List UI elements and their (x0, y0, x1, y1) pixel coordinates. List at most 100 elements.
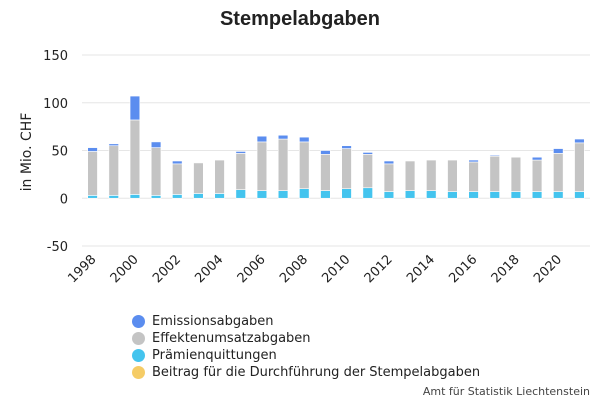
bar-effektenumsatzabgaben-2004 (214, 159, 225, 194)
bar-emissionsabgaben-2012 (383, 160, 395, 165)
bar-pr-mienquittungen-2006 (256, 190, 268, 199)
bar-emissionsabgaben-1999 (108, 143, 119, 147)
legend: Emissionsabgaben Effektenumsatzabgaben Prä… (132, 313, 480, 381)
legend-item[interactable]: Effektenumsatzabgaben (132, 330, 480, 347)
bar-effektenumsatzabgaben-1998 (87, 151, 98, 196)
source-credit: Amt für Statistik Liechtenstein (422, 385, 590, 398)
bar-effektenumsatzabgaben-1999 (108, 145, 119, 196)
x-tick-label: 2016 (446, 252, 480, 286)
x-tick-label: 2008 (277, 252, 311, 286)
bar-pr-mienquittungen-2002 (172, 194, 183, 199)
y-axis-ticks: -50 0 50 100 150 (43, 49, 68, 255)
bar-effektenumsatzabgaben-2019 (531, 159, 543, 192)
bar-effektenumsatzabgaben-2013 (404, 160, 416, 191)
legend-item[interactable]: Emissionsabgaben (132, 313, 480, 330)
bar-emissionsabgaben-2016 (468, 159, 479, 163)
bar-effektenumsatzabgaben-2021 (574, 142, 585, 192)
bar-emissionsabgaben-1998 (87, 147, 98, 152)
x-tick-label: 2020 (531, 252, 565, 286)
y-tick-label: -50 (47, 240, 68, 255)
legend-swatch-icon (132, 349, 145, 362)
bar-effektenumsatzabgaben-2010 (341, 148, 352, 189)
y-tick-label: 50 (51, 145, 68, 160)
bar-effektenumsatzabgaben-2016 (468, 161, 479, 192)
legend-item[interactable]: Prämienquittungen (132, 347, 480, 364)
bar-emissionsabgaben-2006 (256, 135, 268, 143)
bar-pr-mienquittungen-2011 (362, 187, 373, 199)
x-tick-label: 2004 (192, 252, 226, 286)
bar-pr-mienquittungen-2013 (404, 190, 416, 199)
x-axis-ticks: 1998 2000 2002 2004 2006 2008 2010 2012 2014 2016… (65, 252, 565, 286)
bar-effektenumsatzabgaben-2005 (235, 153, 246, 190)
bar-effektenumsatzabgaben-2020 (553, 153, 564, 192)
bar-effektenumsatzabgaben-2018 (510, 156, 522, 192)
legend-label: Prämienquittungen (152, 348, 277, 363)
bar-effektenumsatzabgaben-2002 (172, 163, 183, 195)
x-tick-label: 2000 (108, 252, 142, 286)
bar-pr-mienquittungen-2018 (510, 191, 522, 199)
bar-effektenumsatzabgaben-2015 (447, 159, 458, 192)
bar-effektenumsatzabgaben-2017 (489, 155, 500, 192)
bar-effektenumsatzabgaben-2012 (383, 163, 395, 192)
bar-effektenumsatzabgaben-2008 (299, 141, 310, 189)
bar-pr-mienquittungen-1999 (108, 195, 119, 199)
bar-pr-mienquittungen-1998 (87, 195, 98, 199)
legend-item[interactable]: Beitrag für die Durchführung der Stempel… (132, 364, 480, 381)
y-tick-label: 0 (60, 192, 68, 207)
bar-pr-mienquittungen-2008 (299, 188, 310, 199)
bar-effektenumsatzabgaben-2000 (129, 119, 141, 195)
chart-title: Stempelabgaben (219, 8, 381, 30)
x-tick-label: 1998 (65, 252, 99, 286)
bar-effektenumsatzabgaben-2006 (256, 141, 268, 191)
bar-pr-mienquittungen-2000 (129, 194, 141, 199)
bar-emissionsabgaben-2000 (129, 95, 141, 121)
legend-label: Emissionsabgaben (152, 314, 274, 329)
bar-pr-mienquittungen-2001 (150, 195, 162, 199)
y-tick-label: 150 (43, 49, 68, 64)
bar-effektenumsatzabgaben-2003 (193, 162, 204, 194)
bar-emissionsabgaben-2009 (320, 150, 331, 155)
bar-pr-mienquittungen-2009 (320, 190, 331, 199)
bar-effektenumsatzabgaben-2001 (150, 147, 162, 196)
bar-pr-mienquittungen-2014 (426, 190, 437, 199)
bar-pr-mienquittungen-2017 (489, 191, 500, 199)
legend-label: Effektenumsatzabgaben (152, 331, 311, 346)
bar-effektenumsatzabgaben-2009 (320, 154, 331, 191)
bar-pr-mienquittungen-2021 (574, 191, 585, 199)
bar-emissionsabgaben-2021 (574, 138, 585, 144)
bar-emissionsabgaben-2008 (299, 136, 310, 143)
bar-emissionsabgaben-2017 (489, 154, 500, 157)
bar-effektenumsatzabgaben-2011 (362, 154, 373, 189)
grid-layer (82, 54, 590, 247)
x-tick-label: 2010 (319, 252, 353, 286)
x-tick-label: 2006 (235, 252, 269, 286)
bar-emissionsabgaben-2005 (235, 151, 246, 154)
y-tick-label: 100 (43, 97, 68, 112)
bar-pr-mienquittungen-2020 (553, 191, 564, 199)
bar-emissionsabgaben-2001 (150, 141, 162, 148)
x-tick-label: 2014 (404, 252, 438, 286)
x-tick-label: 2012 (362, 252, 396, 286)
bar-pr-mienquittungen-2012 (383, 191, 395, 199)
bar-emissionsabgaben-2007 (277, 134, 289, 140)
bar-emissionsabgaben-2020 (553, 148, 564, 154)
x-tick-label: 2002 (150, 252, 184, 286)
legend-swatch-icon (132, 366, 145, 379)
legend-swatch-icon (132, 332, 145, 345)
bar-emissionsabgaben-2011 (362, 152, 373, 155)
legend-label: Beitrag für die Durchführung der Stempel… (152, 365, 481, 380)
bar-pr-mienquittungen-2019 (531, 191, 543, 199)
bar-pr-mienquittungen-2007 (277, 190, 289, 199)
legend-swatch-icon (132, 315, 145, 328)
bar-emissionsabgaben-2019 (531, 156, 543, 161)
bar-effektenumsatzabgaben-2007 (277, 138, 289, 191)
bars-layer (87, 95, 585, 199)
bar-pr-mienquittungen-2016 (468, 191, 479, 199)
bar-pr-mienquittungen-2010 (341, 188, 352, 199)
x-tick-label: 2018 (489, 252, 523, 286)
bar-pr-mienquittungen-2004 (214, 193, 225, 199)
bar-pr-mienquittungen-2015 (447, 191, 458, 199)
bar-emissionsabgaben-2010 (341, 145, 352, 149)
bar-effektenumsatzabgaben-2014 (426, 159, 437, 191)
